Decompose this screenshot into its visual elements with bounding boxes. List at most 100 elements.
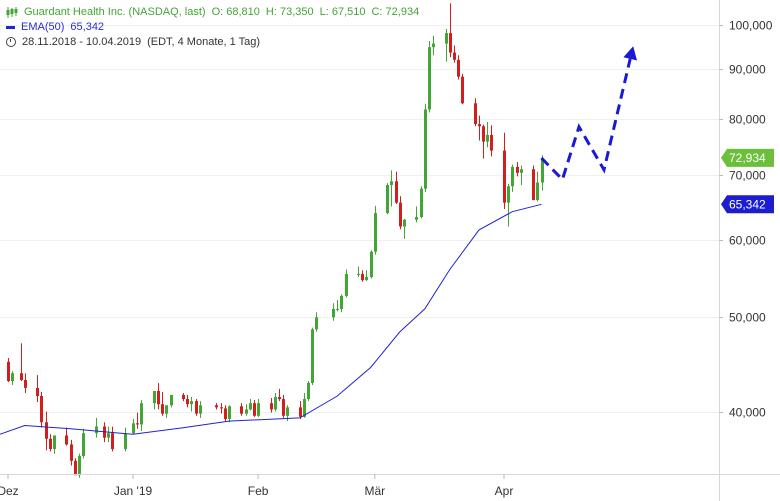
- candle-body: [520, 169, 523, 173]
- candle[interactable]: [420, 186, 423, 219]
- candle[interactable]: [74, 458, 77, 476]
- candle[interactable]: [490, 125, 493, 157]
- candle[interactable]: [161, 391, 164, 416]
- candle[interactable]: [365, 270, 368, 281]
- candle[interactable]: [186, 394, 189, 408]
- candle[interactable]: [7, 358, 10, 382]
- candle[interactable]: [361, 270, 364, 282]
- candle[interactable]: [482, 124, 485, 159]
- candle[interactable]: [65, 427, 68, 446]
- clock-icon: [6, 37, 16, 48]
- candle[interactable]: [374, 205, 377, 255]
- candle[interactable]: [461, 73, 464, 105]
- candle[interactable]: [536, 171, 539, 202]
- candle[interactable]: [345, 269, 348, 298]
- candle[interactable]: [157, 382, 160, 410]
- candle[interactable]: [503, 132, 506, 210]
- candle[interactable]: [507, 183, 510, 227]
- candle[interactable]: [449, 3, 452, 58]
- candle[interactable]: [45, 411, 48, 451]
- candle[interactable]: [415, 206, 418, 223]
- candle[interactable]: [332, 303, 335, 321]
- candle[interactable]: [516, 162, 519, 177]
- candlestick-icon: [6, 6, 18, 18]
- candle[interactable]: [270, 398, 273, 413]
- candle-body: [299, 407, 302, 417]
- candle[interactable]: [445, 28, 448, 62]
- candle[interactable]: [224, 405, 227, 422]
- ema-value-badge-shape: [721, 195, 774, 214]
- candle[interactable]: [486, 122, 489, 148]
- candle[interactable]: [153, 390, 156, 410]
- candle[interactable]: [403, 219, 406, 239]
- candle[interactable]: [182, 392, 185, 402]
- candle[interactable]: [53, 435, 56, 454]
- candle[interactable]: [228, 405, 231, 423]
- candle[interactable]: [395, 171, 398, 204]
- candle[interactable]: [124, 427, 127, 452]
- candle[interactable]: [340, 294, 343, 313]
- candle[interactable]: [165, 405, 168, 418]
- candle[interactable]: [311, 327, 314, 385]
- candle[interactable]: [220, 403, 223, 414]
- candle[interactable]: [78, 453, 81, 478]
- candle[interactable]: [170, 394, 173, 408]
- candle[interactable]: [478, 115, 481, 141]
- candle[interactable]: [386, 183, 389, 215]
- candle-body: [395, 181, 398, 203]
- candle[interactable]: [253, 400, 256, 417]
- candle-body: [224, 408, 227, 419]
- candle[interactable]: [315, 312, 318, 332]
- candle[interactable]: [357, 266, 360, 278]
- candle[interactable]: [307, 380, 310, 402]
- candle[interactable]: [457, 55, 460, 80]
- candle-body: [403, 219, 406, 227]
- candle[interactable]: [36, 375, 39, 403]
- candle[interactable]: [95, 417, 98, 438]
- candle[interactable]: [336, 299, 339, 312]
- candle[interactable]: [195, 399, 198, 416]
- candle[interactable]: [70, 439, 73, 466]
- candle[interactable]: [136, 412, 139, 429]
- candle[interactable]: [190, 397, 193, 412]
- candle[interactable]: [424, 103, 427, 192]
- x-tick-label: Apr: [495, 484, 514, 498]
- candle[interactable]: [257, 399, 260, 417]
- candle[interactable]: [511, 164, 514, 192]
- candle[interactable]: [520, 165, 523, 185]
- candle[interactable]: [432, 35, 435, 56]
- candle[interactable]: [11, 371, 14, 385]
- candle[interactable]: [303, 392, 306, 418]
- candle[interactable]: [24, 373, 27, 393]
- candle[interactable]: [245, 404, 248, 416]
- candle[interactable]: [399, 196, 402, 230]
- candle[interactable]: [240, 403, 243, 416]
- candle[interactable]: [215, 403, 218, 410]
- candle[interactable]: [111, 426, 114, 452]
- candle[interactable]: [132, 418, 135, 435]
- candle-body: [445, 33, 448, 44]
- candle[interactable]: [299, 401, 302, 419]
- candle[interactable]: [428, 40, 431, 113]
- candle[interactable]: [370, 250, 373, 279]
- candle-body: [132, 423, 135, 434]
- candle-body: [161, 404, 164, 414]
- candle[interactable]: [249, 399, 252, 411]
- candle-body: [490, 134, 493, 151]
- candle[interactable]: [20, 343, 23, 381]
- candle[interactable]: [40, 391, 43, 428]
- candle[interactable]: [474, 98, 477, 127]
- candle[interactable]: [532, 165, 535, 201]
- candle[interactable]: [199, 401, 202, 418]
- candle[interactable]: [274, 392, 277, 412]
- candle[interactable]: [140, 400, 143, 431]
- candle[interactable]: [278, 388, 281, 402]
- candle[interactable]: [282, 394, 285, 418]
- candle[interactable]: [390, 170, 393, 207]
- candle[interactable]: [107, 426, 110, 443]
- candle[interactable]: [82, 428, 85, 459]
- candle-body: [336, 308, 339, 310]
- candle[interactable]: [453, 45, 456, 63]
- candle[interactable]: [49, 434, 52, 452]
